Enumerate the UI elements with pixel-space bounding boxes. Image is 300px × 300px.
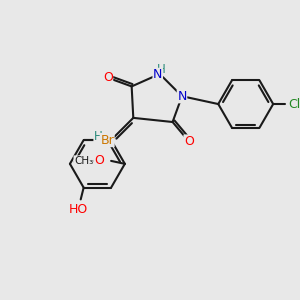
Text: H: H [157,62,166,76]
Text: N: N [177,90,187,103]
Text: Cl: Cl [289,98,300,110]
Text: O: O [103,71,112,84]
Text: N: N [153,68,162,81]
Text: HO: HO [69,203,88,216]
Text: CH₃: CH₃ [74,156,93,166]
Text: H: H [94,130,103,142]
Text: O: O [184,135,194,148]
Text: Br: Br [100,134,114,147]
Text: O: O [94,154,104,167]
